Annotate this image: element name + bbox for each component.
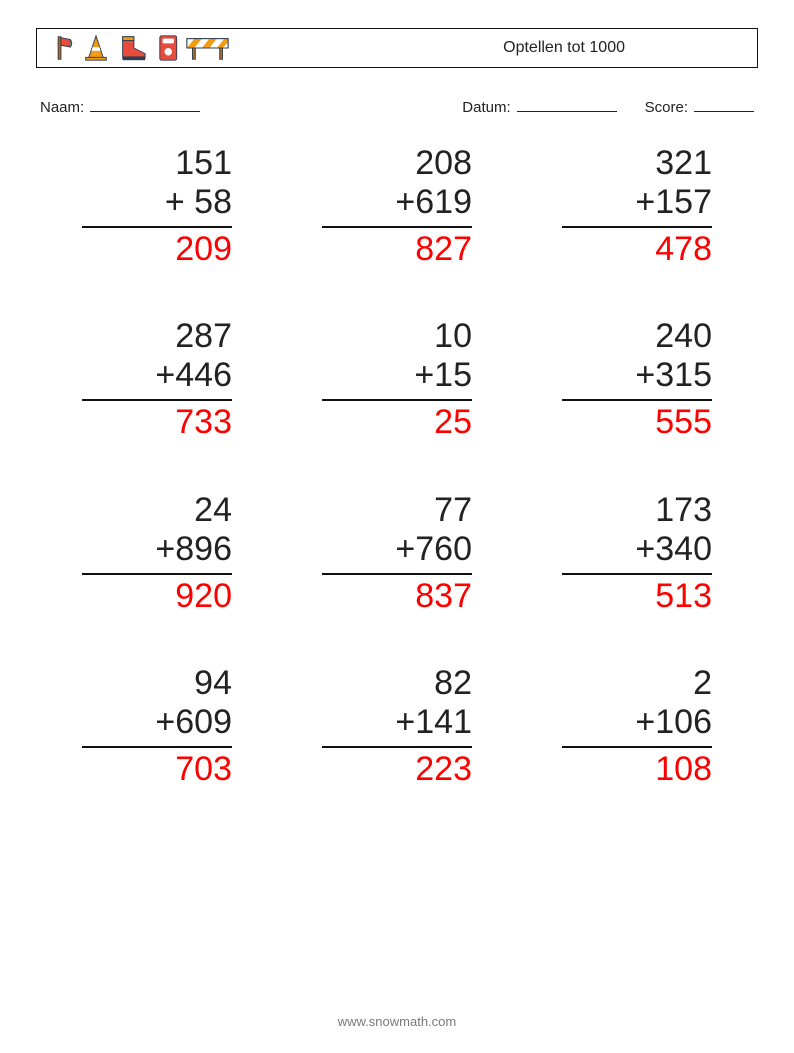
operand-top: 82	[322, 664, 472, 703]
rule-line: 209	[82, 226, 232, 269]
answer: 920	[82, 577, 232, 616]
operand-bottom: +141	[322, 703, 472, 742]
boot-icon	[117, 33, 151, 63]
fire-alarm-icon	[157, 33, 180, 63]
rule-line: 223	[322, 746, 472, 789]
operand-bottom: +157	[562, 183, 712, 222]
operand-top: 77	[322, 491, 472, 530]
rule-line: 478	[562, 226, 712, 269]
name-label: Naam:	[40, 99, 84, 116]
operand-top: 2	[562, 664, 712, 703]
problem: 10+15 25	[322, 317, 472, 442]
score-blank[interactable]	[694, 98, 754, 112]
operand-top: 10	[322, 317, 472, 356]
answer: 478	[562, 230, 712, 269]
operand-top: 240	[562, 317, 712, 356]
operand-bottom: +106	[562, 703, 712, 742]
answer: 108	[562, 750, 712, 789]
problem: 173+340 513	[562, 491, 712, 616]
footer-url: www.snowmath.com	[0, 1014, 794, 1029]
problem: 287+446 733	[82, 317, 232, 442]
date-label: Datum:	[462, 99, 510, 116]
rule-line: 920	[82, 573, 232, 616]
header-box: Optellen tot 1000	[36, 28, 758, 68]
problem: 77+760 837	[322, 491, 472, 616]
header-icons	[45, 33, 230, 63]
problem: 151+ 58 209	[82, 144, 232, 269]
answer: 223	[322, 750, 472, 789]
operand-bottom: +315	[562, 356, 712, 395]
operand-bottom: +760	[322, 530, 472, 569]
name-blank[interactable]	[90, 98, 200, 112]
answer: 733	[82, 403, 232, 442]
problem: 321+157 478	[562, 144, 712, 269]
operand-top: 287	[82, 317, 232, 356]
rule-line: 837	[322, 573, 472, 616]
operand-bottom: +446	[82, 356, 232, 395]
barrier-icon	[185, 33, 230, 63]
operand-top: 208	[322, 144, 472, 183]
answer: 555	[562, 403, 712, 442]
info-row: Naam: Datum: Score:	[36, 98, 758, 116]
operand-bottom: +609	[82, 703, 232, 742]
operand-bottom: + 58	[82, 183, 232, 222]
answer: 209	[82, 230, 232, 269]
operand-bottom: +619	[322, 183, 472, 222]
problem: 24+896 920	[82, 491, 232, 616]
rule-line: 513	[562, 573, 712, 616]
operand-top: 173	[562, 491, 712, 530]
operand-top: 24	[82, 491, 232, 530]
rule-line: 555	[562, 399, 712, 442]
problem: 82+141 223	[322, 664, 472, 789]
problem: 94+609 703	[82, 664, 232, 789]
operand-top: 151	[82, 144, 232, 183]
operand-bottom: +340	[562, 530, 712, 569]
answer: 837	[322, 577, 472, 616]
axe-icon	[45, 33, 75, 63]
date-blank[interactable]	[517, 98, 617, 112]
score-label: Score:	[645, 99, 688, 116]
operand-bottom: +15	[322, 356, 472, 395]
rule-line: 703	[82, 746, 232, 789]
problem: 2+106 108	[562, 664, 712, 789]
rule-line: 827	[322, 226, 472, 269]
rule-line: 733	[82, 399, 232, 442]
answer: 703	[82, 750, 232, 789]
answer: 25	[322, 403, 472, 442]
problem: 208+619 827	[322, 144, 472, 269]
rule-line: 108	[562, 746, 712, 789]
answer: 513	[562, 577, 712, 616]
problem: 240+315 555	[562, 317, 712, 442]
operand-top: 94	[82, 664, 232, 703]
operand-bottom: +896	[82, 530, 232, 569]
problem-grid: 151+ 58 209 208+619 827 321+157 478 287+…	[36, 144, 758, 789]
operand-top: 321	[562, 144, 712, 183]
traffic-cone-icon	[81, 33, 111, 63]
worksheet-page: Optellen tot 1000 Naam: Datum: Score: 15…	[0, 0, 794, 1053]
answer: 827	[322, 230, 472, 269]
rule-line: 25	[322, 399, 472, 442]
worksheet-title: Optellen tot 1000	[503, 39, 745, 57]
